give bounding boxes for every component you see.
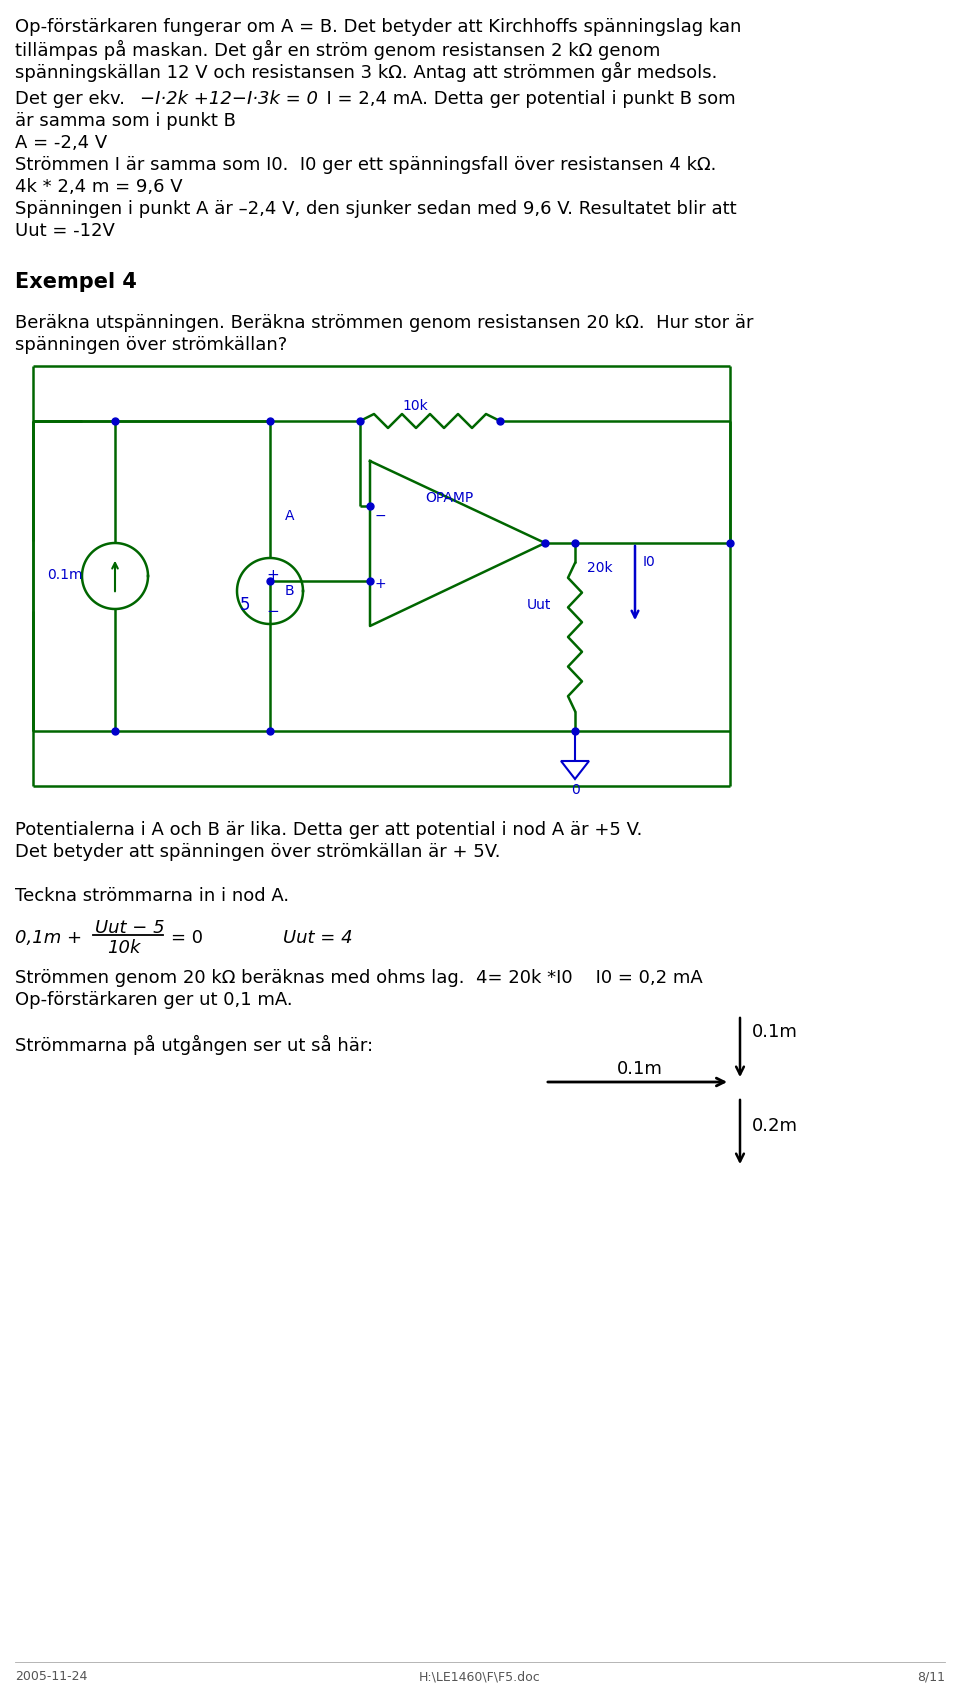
Text: A: A (285, 509, 295, 523)
Text: 10k: 10k (402, 400, 428, 413)
Text: 0.1m: 0.1m (47, 568, 83, 582)
Text: 20k: 20k (587, 561, 612, 575)
Text: Uut = -12V: Uut = -12V (15, 223, 115, 239)
Text: I0: I0 (643, 555, 656, 568)
Text: 2005-11-24: 2005-11-24 (15, 1671, 87, 1683)
Text: A = -2,4 V: A = -2,4 V (15, 133, 108, 152)
Text: Strömmen I är samma som I0.  I0 ger ett spänningsfall över resistansen 4 kΩ.: Strömmen I är samma som I0. I0 ger ett s… (15, 157, 716, 174)
Text: 0.1m: 0.1m (617, 1060, 662, 1077)
Text: Beräkna utspänningen. Beräkna strömmen genom resistansen 20 kΩ.  Hur stor är: Beräkna utspänningen. Beräkna strömmen g… (15, 314, 754, 332)
Text: 4k * 2,4 m = 9,6 V: 4k * 2,4 m = 9,6 V (15, 179, 182, 196)
Text: 0.1m: 0.1m (752, 1023, 798, 1040)
Text: Det betyder att spänningen över strömkällan är + 5V.: Det betyder att spänningen över strömkäl… (15, 843, 500, 862)
Text: är samma som i punkt B: är samma som i punkt B (15, 111, 236, 130)
Text: +: + (266, 568, 278, 583)
Text: 5: 5 (240, 595, 251, 614)
Text: 0,1m +: 0,1m + (15, 929, 83, 948)
Text: 0.2m: 0.2m (752, 1118, 798, 1135)
Text: Uut: Uut (527, 599, 551, 612)
Text: Det ger ekv.: Det ger ekv. (15, 89, 148, 108)
Text: spänningen över strömkällan?: spänningen över strömkällan? (15, 336, 287, 354)
Text: B: B (285, 583, 295, 599)
Text: Op-förstärkaren ger ut 0,1 mA.: Op-förstärkaren ger ut 0,1 mA. (15, 991, 293, 1008)
Text: Spänningen i punkt A är –2,4 V, den sjunker sedan med 9,6 V. Resultatet blir att: Spänningen i punkt A är –2,4 V, den sjun… (15, 201, 736, 217)
Text: H:\LE1460\F\F5.doc: H:\LE1460\F\F5.doc (420, 1671, 540, 1683)
Text: −I·2k +12−I·3k = 0: −I·2k +12−I·3k = 0 (140, 89, 318, 108)
Text: 8/11: 8/11 (917, 1671, 945, 1683)
Text: tillämpas på maskan. Det går en ström genom resistansen 2 kΩ genom: tillämpas på maskan. Det går en ström ge… (15, 40, 660, 61)
Text: Exempel 4: Exempel 4 (15, 271, 137, 292)
Text: spänningskällan 12 V och resistansen 3 kΩ. Antag att strömmen går medsols.: spänningskällan 12 V och resistansen 3 k… (15, 62, 717, 83)
Text: Strömmen genom 20 kΩ beräknas med ohms lag.  4= 20k *I0    I0 = 0,2 mA: Strömmen genom 20 kΩ beräknas med ohms l… (15, 969, 703, 986)
Text: Potentialerna i A och B är lika. Detta ger att potential i nod A är +5 V.: Potentialerna i A och B är lika. Detta g… (15, 821, 642, 840)
Text: 10k: 10k (107, 939, 140, 958)
Text: Uut = 4: Uut = 4 (283, 929, 352, 948)
Text: I = 2,4 mA. Detta ger potential i punkt B som: I = 2,4 mA. Detta ger potential i punkt … (315, 89, 735, 108)
Text: −: − (266, 604, 278, 619)
Text: Op-förstärkaren fungerar om A = B. Det betyder att Kirchhoffs spänningslag kan: Op-förstärkaren fungerar om A = B. Det b… (15, 19, 741, 35)
Text: = 0: = 0 (171, 929, 203, 948)
Text: Uut − 5: Uut − 5 (95, 919, 164, 937)
Text: Strömmarna på utgången ser ut så här:: Strömmarna på utgången ser ut så här: (15, 1035, 373, 1055)
Text: +: + (375, 577, 387, 592)
Text: OPAMP: OPAMP (425, 491, 473, 506)
Text: 0: 0 (571, 782, 580, 797)
Text: −: − (375, 509, 387, 523)
Text: Teckna strömmarna in i nod A.: Teckna strömmarna in i nod A. (15, 887, 289, 905)
